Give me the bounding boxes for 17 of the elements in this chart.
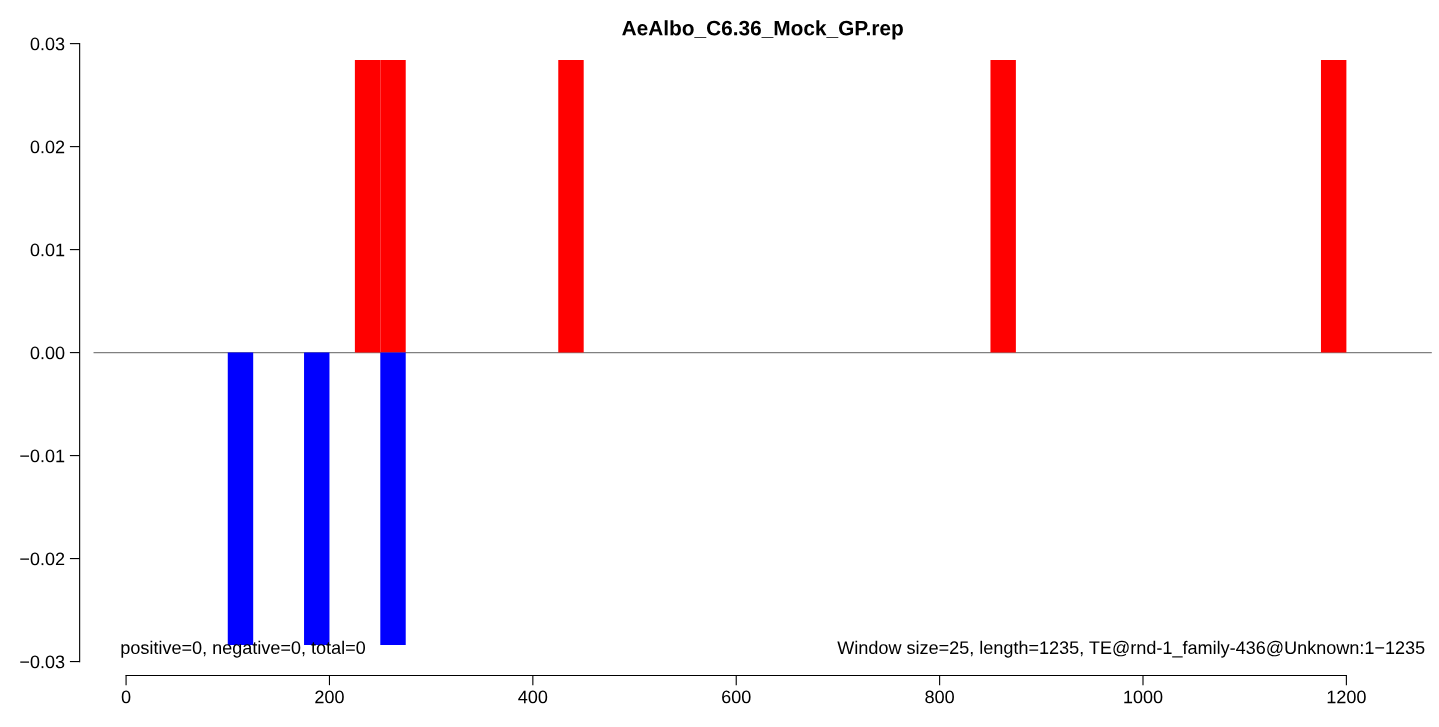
x-tick-label: 600 xyxy=(722,690,751,704)
x-tick-label: 200 xyxy=(315,690,344,704)
x-tick-label: 0 xyxy=(121,690,131,704)
y-tick-label: −0.03 xyxy=(20,655,65,669)
annotation: Window size=25, length=1235, TE@rnd-1_family-436@Unknown:1−1235 xyxy=(837,640,1425,658)
x-tick-label: 400 xyxy=(518,690,548,704)
y-tick-label: −0.02 xyxy=(20,552,65,566)
y-tick-label: 0.01 xyxy=(30,243,65,257)
x-tick-label: 1200 xyxy=(1327,690,1366,704)
y-tick-label: 0.03 xyxy=(30,37,65,51)
y-tick-label: 0.00 xyxy=(30,346,65,360)
x-tick-label: 1000 xyxy=(1124,690,1163,704)
y-tick-label: −0.01 xyxy=(20,449,65,463)
x-tick-label: 800 xyxy=(925,690,954,704)
y-tick-label: 0.02 xyxy=(30,140,65,154)
chart-title: AeAlbo_C6.36_Mock_GP.rep xyxy=(622,20,903,40)
annotation: positive=0, negative=0, total=0 xyxy=(121,640,366,658)
